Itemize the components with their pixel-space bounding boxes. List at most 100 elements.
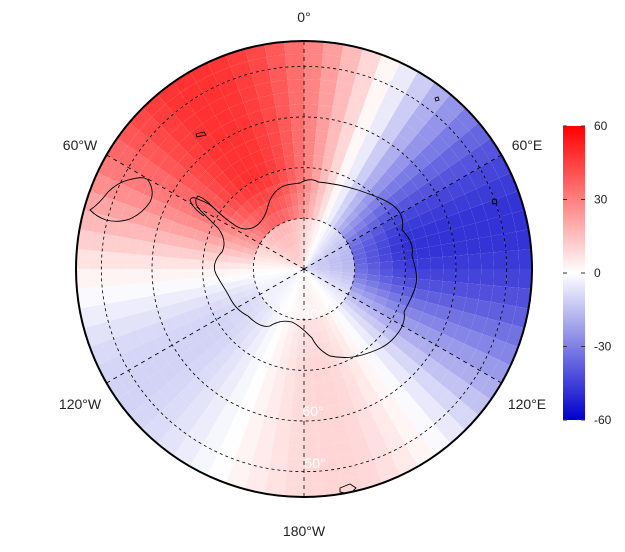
field-cell <box>310 180 320 195</box>
field-cell <box>348 215 363 229</box>
field-cell <box>267 214 279 228</box>
field-cell <box>101 269 115 287</box>
field-cell <box>299 281 303 295</box>
field-cell <box>411 445 435 467</box>
field-cell <box>377 464 401 484</box>
meridian-line <box>303 154 502 270</box>
field-cell <box>405 404 427 425</box>
field-cell <box>289 104 304 118</box>
field-cell <box>357 206 372 221</box>
field-cell <box>312 155 324 170</box>
field-cell <box>116 219 133 239</box>
field-cell <box>127 283 142 300</box>
field-cell <box>391 212 408 227</box>
field-cell <box>177 247 192 260</box>
field-cell <box>250 150 265 166</box>
field-cell <box>438 351 458 371</box>
field-cell <box>323 379 337 394</box>
field-cell <box>339 224 353 237</box>
field-cell <box>202 433 224 453</box>
field-cell <box>238 170 254 186</box>
field-cell <box>304 264 317 269</box>
field-cell <box>195 414 216 434</box>
field-cell <box>180 435 203 456</box>
field-cell <box>274 242 287 253</box>
field-cell <box>224 148 241 166</box>
field-cell <box>139 254 153 269</box>
field-cell <box>245 341 260 357</box>
field-cell <box>304 258 312 269</box>
field-cell <box>173 445 197 467</box>
field-cell <box>141 295 158 312</box>
field-cell <box>117 122 139 146</box>
field-cell <box>279 272 293 278</box>
field-cell <box>246 290 261 301</box>
field-cell <box>305 243 309 257</box>
field-cell <box>151 104 174 126</box>
field-cell <box>304 344 312 358</box>
field-cell <box>120 204 138 224</box>
field-cell <box>129 223 145 241</box>
field-cell <box>376 210 392 225</box>
field-cell <box>232 331 247 347</box>
field-cell <box>196 303 213 318</box>
field-cell <box>139 116 161 139</box>
field-cell <box>319 354 331 369</box>
field-cell <box>189 317 206 333</box>
field-cell <box>282 221 291 235</box>
field-cell <box>315 273 328 280</box>
field-cell <box>304 269 317 271</box>
field-cell <box>420 424 443 446</box>
field-cell <box>397 326 414 342</box>
field-cell <box>190 259 204 269</box>
field-cell <box>316 289 326 302</box>
field-cell <box>404 259 418 269</box>
field-cell <box>256 134 272 150</box>
field-cell <box>177 278 192 291</box>
field-cell <box>351 395 369 412</box>
field-cell <box>329 214 341 228</box>
field-cell <box>280 258 293 265</box>
field-cell <box>430 256 444 269</box>
field-cell <box>323 183 335 198</box>
field-cell <box>277 169 289 184</box>
field-cell <box>243 423 262 441</box>
field-cell <box>464 329 483 350</box>
field-cell <box>304 269 317 273</box>
lon-label-60e: 60°E <box>512 137 543 153</box>
field-cell <box>325 326 337 341</box>
field-cell <box>269 250 283 259</box>
field-cell <box>278 270 292 274</box>
field-cell <box>313 220 322 234</box>
field-cell <box>239 85 259 103</box>
field-cell <box>391 187 408 204</box>
field-cell <box>499 213 517 234</box>
field-cell <box>505 269 520 288</box>
field-cell <box>428 244 443 258</box>
field-cell <box>238 186 254 202</box>
field-cell <box>416 278 431 291</box>
field-cell <box>499 342 519 366</box>
field-cell <box>252 228 266 240</box>
field-cell <box>299 243 303 257</box>
field-cell <box>459 364 480 386</box>
field-cell <box>255 317 268 332</box>
field-cell <box>216 313 232 328</box>
field-cell <box>314 290 323 304</box>
field-cell <box>287 445 304 459</box>
field-cell <box>418 312 435 328</box>
field-cell <box>113 183 132 204</box>
field-cell <box>277 406 292 421</box>
field-cell <box>265 293 278 305</box>
field-cell <box>301 243 304 257</box>
field-cell <box>245 309 260 323</box>
field-cell <box>399 424 421 445</box>
field-cell <box>169 301 185 317</box>
field-cell <box>332 428 350 444</box>
field-cell <box>190 395 210 415</box>
field-cell <box>354 186 370 202</box>
field-cell <box>313 304 322 318</box>
field-cell <box>328 259 342 265</box>
field-cell <box>329 265 342 269</box>
field-cell <box>79 306 96 328</box>
